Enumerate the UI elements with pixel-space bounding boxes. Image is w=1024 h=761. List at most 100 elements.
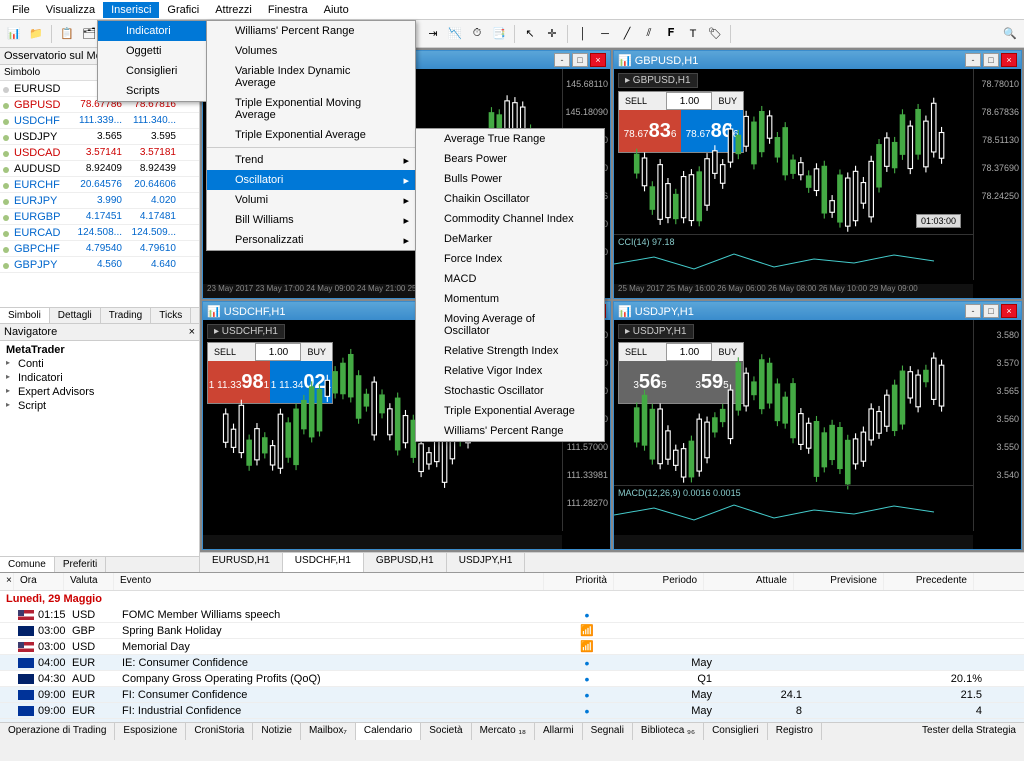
- chart-tab[interactable]: EURUSD,H1: [200, 553, 283, 572]
- menu-item[interactable]: MACD: [416, 269, 604, 289]
- calendar-row[interactable]: 04:00 EUR IE: Consumer Confidence • May: [0, 655, 1024, 671]
- term-tab[interactable]: Società: [421, 723, 471, 740]
- calendar-row[interactable]: 03:00 GBP Spring Bank Holiday 📶: [0, 623, 1024, 639]
- text-icon[interactable]: T: [683, 24, 703, 44]
- menu-finestra[interactable]: Finestra: [260, 2, 316, 18]
- term-col-header[interactable]: Evento: [114, 573, 544, 590]
- mw-row[interactable]: AUDUSD 8.924098.92439: [0, 161, 199, 177]
- equidistant-icon[interactable]: ⫽: [639, 24, 659, 44]
- nav-item[interactable]: Indicatori: [2, 371, 197, 385]
- term-tab[interactable]: Mercato ₁₈: [472, 723, 535, 740]
- fibo-icon[interactable]: 𝐅: [661, 24, 681, 44]
- menu-item[interactable]: Relative Strength Index: [416, 341, 604, 361]
- mw-row[interactable]: EURGBP 4.174514.17481: [0, 209, 199, 225]
- menu-item[interactable]: Volumes: [207, 41, 415, 61]
- menu-item[interactable]: Williams' Percent Range: [207, 21, 415, 41]
- menu-attrezzi[interactable]: Attrezzi: [207, 2, 260, 18]
- term-col-header[interactable]: Precedente: [884, 573, 974, 590]
- chart-titlebar[interactable]: 📊 USDJPY,H1 - □ ×: [614, 302, 1021, 320]
- maximize-icon[interactable]: □: [572, 53, 588, 67]
- menu-item[interactable]: Momentum: [416, 289, 604, 309]
- menu-item[interactable]: Commodity Channel Index: [416, 209, 604, 229]
- trendline-icon[interactable]: ╱: [617, 24, 637, 44]
- nav-item[interactable]: Conti: [2, 357, 197, 371]
- nav-tab[interactable]: Preferiti: [55, 557, 106, 572]
- maximize-icon[interactable]: □: [983, 53, 999, 67]
- new-chart-icon[interactable]: 📊: [4, 24, 24, 44]
- close-icon[interactable]: ×: [189, 326, 195, 338]
- menu-item[interactable]: Triple Exponential Average: [207, 125, 415, 145]
- term-tab[interactable]: Operazione di Trading: [0, 723, 115, 740]
- menu-aiuto[interactable]: Aiuto: [316, 2, 357, 18]
- mw-tab[interactable]: Trading: [101, 308, 152, 323]
- chart-titlebar[interactable]: 📊 GBPUSD,H1 - □ ×: [614, 51, 1021, 69]
- nav-root[interactable]: MetaTrader: [2, 343, 197, 357]
- close-icon[interactable]: ×: [0, 573, 14, 590]
- calendar-row[interactable]: 01:15 USD FOMC Member Williams speech •: [0, 607, 1024, 623]
- term-col-header[interactable]: Valuta: [64, 573, 114, 590]
- menu-item[interactable]: Moving Average of Oscillator: [416, 309, 604, 341]
- term-col-header[interactable]: Attuale: [704, 573, 794, 590]
- term-tab[interactable]: Consiglieri: [704, 723, 768, 740]
- mw-row[interactable]: EURCHF 20.6457620.64606: [0, 177, 199, 193]
- menu-item[interactable]: Triple Exponential Average: [416, 401, 604, 421]
- menu-item[interactable]: Relative Vigor Index: [416, 361, 604, 381]
- menu-item[interactable]: Volumi: [207, 190, 415, 210]
- profiles-icon[interactable]: 📁: [26, 24, 46, 44]
- market-watch-icon[interactable]: 📋: [57, 24, 77, 44]
- chart-tab[interactable]: USDCHF,H1: [283, 553, 364, 572]
- close-icon[interactable]: ×: [590, 53, 606, 67]
- vline-icon[interactable]: │: [573, 24, 593, 44]
- calendar-row[interactable]: 03:00 USD Memorial Day 📶: [0, 639, 1024, 655]
- templates-icon[interactable]: 📑: [489, 24, 509, 44]
- close-icon[interactable]: ×: [1001, 53, 1017, 67]
- term-col-header[interactable]: Previsione: [794, 573, 884, 590]
- mw-row[interactable]: EURCAD 124.508...124.509...: [0, 225, 199, 241]
- hline-icon[interactable]: ─: [595, 24, 615, 44]
- term-tab[interactable]: Notizie: [253, 723, 301, 740]
- menu-item[interactable]: Trend: [207, 150, 415, 170]
- menu-item[interactable]: Bears Power: [416, 149, 604, 169]
- term-tab[interactable]: Esposizione: [115, 723, 186, 740]
- close-icon[interactable]: ×: [1001, 304, 1017, 318]
- menu-item[interactable]: Triple Exponential Moving Average: [207, 93, 415, 125]
- term-tab[interactable]: CroniStoria: [186, 723, 253, 740]
- mw-row[interactable]: EURJPY 3.9904.020: [0, 193, 199, 209]
- menu-item[interactable]: DeMarker: [416, 229, 604, 249]
- menu-file[interactable]: File: [4, 2, 38, 18]
- term-col-header[interactable]: Ora: [14, 573, 64, 590]
- chart-body[interactable]: ▸ GBPUSD,H1 SELL BUY 78.67836 78.67866 7…: [614, 69, 1021, 298]
- menu-item[interactable]: Force Index: [416, 249, 604, 269]
- menu-item[interactable]: Oscillatori: [207, 170, 415, 190]
- shift-icon[interactable]: ⇥: [423, 24, 443, 44]
- minimize-icon[interactable]: -: [554, 53, 570, 67]
- mw-row[interactable]: USDCAD 3.571413.57181: [0, 145, 199, 161]
- data-window-icon[interactable]: 🗂: [79, 24, 99, 44]
- menu-item[interactable]: Williams' Percent Range: [416, 421, 604, 441]
- indicators-icon[interactable]: 📉: [445, 24, 465, 44]
- menu-visualizza[interactable]: Visualizza: [38, 2, 103, 18]
- nav-tab[interactable]: Comune: [0, 557, 55, 572]
- calendar-row[interactable]: 09:00 EUR FI: Industrial Confidence • Ma…: [0, 703, 1024, 719]
- term-tab[interactable]: Mailbox₇: [301, 723, 356, 740]
- mw-row[interactable]: USDCHF 111.339...111.340...: [0, 113, 199, 129]
- text-label-icon[interactable]: 🏷: [705, 24, 725, 44]
- term-col-header[interactable]: Priorità: [544, 573, 614, 590]
- mw-row[interactable]: USDJPY 3.5653.595: [0, 129, 199, 145]
- minimize-icon[interactable]: -: [965, 304, 981, 318]
- menu-inserisci[interactable]: Inserisci: [103, 2, 159, 18]
- periods-icon[interactable]: ⏱: [467, 24, 487, 44]
- strategy-tester-label[interactable]: Tester della Strategia: [914, 723, 1024, 740]
- mw-tab[interactable]: Dettagli: [50, 308, 101, 323]
- mw-row[interactable]: GBPJPY 4.5604.640: [0, 257, 199, 273]
- menu-item[interactable]: Variable Index Dynamic Average: [207, 61, 415, 93]
- menu-item[interactable]: Average True Range: [416, 129, 604, 149]
- menu-item[interactable]: Bill Williams: [207, 210, 415, 230]
- mw-tab[interactable]: Ticks: [151, 308, 191, 323]
- term-col-header[interactable]: Periodo: [614, 573, 704, 590]
- menu-item[interactable]: Chaikin Oscillator: [416, 189, 604, 209]
- minimize-icon[interactable]: -: [965, 53, 981, 67]
- mw-col-symbol[interactable]: Simbolo: [0, 65, 72, 80]
- term-tab[interactable]: Segnali: [583, 723, 633, 740]
- term-tab[interactable]: Allarmi: [535, 723, 583, 740]
